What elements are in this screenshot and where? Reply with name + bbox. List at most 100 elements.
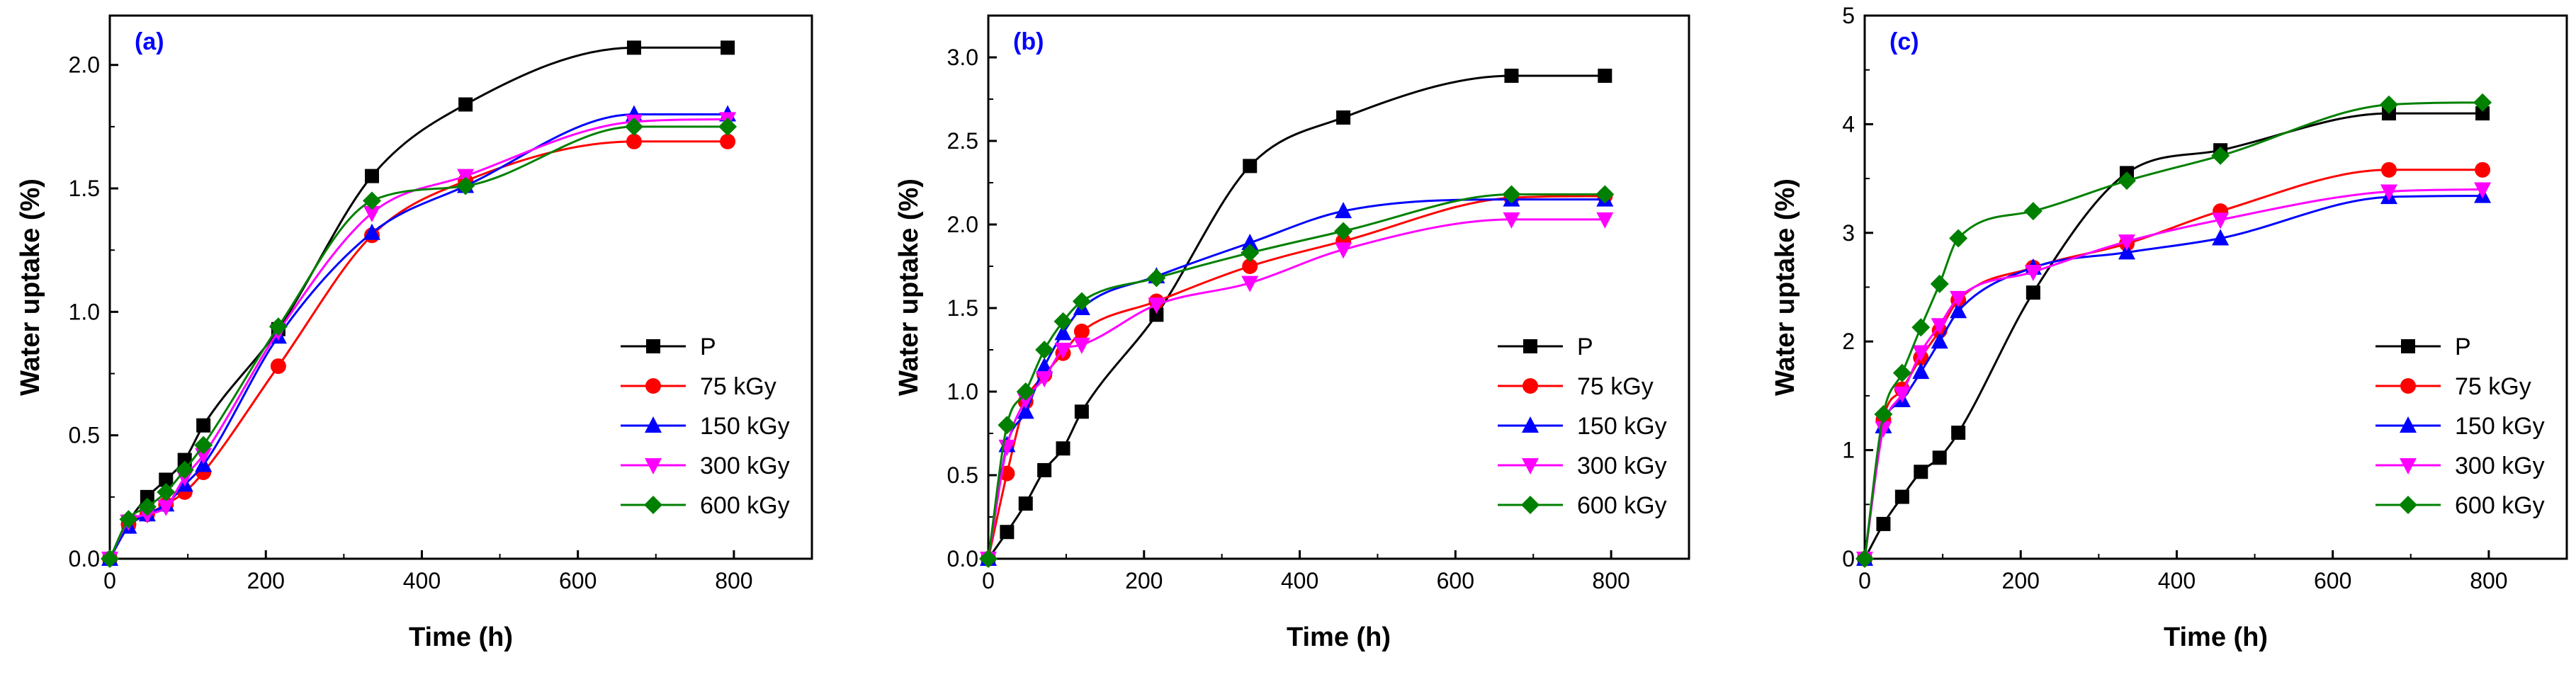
data-point [1598, 68, 1612, 83]
data-point [1504, 68, 1519, 83]
legend-marker [2401, 339, 2415, 353]
x-tick-label: 200 [247, 568, 285, 593]
data-point [362, 191, 381, 210]
legend-marker [646, 339, 660, 353]
data-point [1241, 275, 1259, 292]
series-150-kgy [101, 105, 737, 566]
data-point [718, 117, 738, 136]
data-point [1912, 363, 1930, 380]
data-point [1149, 307, 1164, 322]
data-point [363, 223, 380, 240]
x-tick-label: 800 [715, 568, 752, 593]
series-600-kgy [1855, 93, 2492, 568]
data-point [2379, 95, 2398, 114]
series-150-kgy [1856, 186, 2492, 566]
data-point [2024, 265, 2042, 282]
data-point [1072, 292, 1091, 311]
data-point [2475, 161, 2491, 178]
series-300-kgy [980, 212, 1614, 568]
legend-label: 300 kGy [2455, 453, 2545, 479]
legend-label: 300 kGy [1577, 453, 1667, 479]
x-axis-label: Time (h) [1287, 622, 1391, 652]
y-tick-label: 0.0 [69, 546, 100, 571]
data-point [1056, 441, 1070, 456]
data-point [1334, 222, 1353, 241]
legend-label: P [2455, 334, 2471, 360]
legend-marker [1522, 416, 1539, 433]
data-point [2211, 146, 2230, 165]
series-line [987, 195, 1605, 559]
series-75-kgy [102, 133, 736, 567]
data-point [1054, 343, 1072, 359]
data-point [1147, 268, 1166, 288]
data-point [1595, 185, 1615, 204]
panel-label: (b) [1013, 28, 1044, 55]
data-point [1914, 465, 1928, 479]
data-point [119, 510, 138, 529]
data-point [998, 416, 1017, 435]
series-line [108, 140, 728, 559]
legend-label: 75 kGy [1577, 373, 1654, 400]
series-line [1863, 112, 2483, 559]
data-point [1951, 426, 1966, 440]
x-tick-label: 400 [1281, 568, 1318, 593]
y-tick-label: 2.5 [947, 128, 978, 154]
data-point [363, 205, 380, 222]
data-point [2023, 202, 2043, 221]
data-point [1036, 371, 1053, 388]
data-point [1892, 363, 1911, 382]
data-point [1017, 402, 1034, 419]
data-point [1073, 324, 1090, 340]
series-p [981, 68, 1612, 566]
data-point [177, 453, 192, 467]
data-point [1894, 489, 1909, 504]
y-tick-label: 2 [1842, 329, 1855, 354]
legend-label: 600 kGy [1577, 492, 1667, 519]
panel-b: 0 200 400 600 800 0.0 0.5 1.0 1.5 2.0 2.5 3.0 Time (… [894, 14, 1690, 652]
data-point [157, 482, 176, 501]
legend-marker [2400, 378, 2416, 394]
series-line [1863, 101, 2483, 559]
y-tick-label: 2.0 [947, 212, 978, 237]
data-point [1000, 525, 1015, 540]
x-tick-label: 600 [559, 568, 597, 593]
data-point [194, 436, 213, 455]
data-point [1931, 318, 1948, 335]
data-point [1596, 212, 1614, 229]
series-600-kgy [101, 117, 738, 568]
y-tick-label: 5 [1842, 3, 1855, 28]
legend-label: 600 kGy [700, 492, 790, 519]
data-point [1893, 386, 1911, 403]
data-point [159, 472, 174, 487]
legend-label: P [1577, 334, 1593, 360]
data-point [196, 418, 211, 433]
series-300-kgy [101, 112, 737, 568]
data-point [1241, 233, 1259, 250]
y-tick-label: 0.0 [947, 546, 978, 571]
y-tick-label: 1.5 [69, 176, 100, 201]
data-point [1950, 302, 1967, 319]
y-tick-label: 1 [1842, 438, 1855, 463]
legend: P 75 kGy 150 kGy 300 kGy 600 kGy [1498, 334, 1667, 519]
legend: P 75 kGy 150 kGy 300 kGy 600 kGy [2376, 334, 2545, 519]
data-point [624, 117, 643, 136]
legend-marker [1523, 378, 1538, 394]
data-point [2380, 184, 2397, 201]
data-point [1912, 345, 1930, 362]
plot-frame [987, 14, 1690, 560]
data-point [1875, 421, 1892, 438]
series-p [1858, 106, 2490, 566]
legend-marker [645, 416, 662, 433]
data-point [1335, 242, 1352, 259]
y-axis-label: Water uptake (%) [894, 178, 924, 396]
panel-label: (c) [1889, 28, 1919, 55]
data-point [456, 176, 475, 195]
series-line [1863, 169, 2483, 559]
y-axis-label: Water uptake (%) [1770, 178, 1800, 396]
data-point [1336, 110, 1351, 125]
legend-label: 150 kGy [1577, 413, 1667, 440]
data-point [2212, 229, 2230, 246]
legend-marker [645, 378, 661, 394]
data-point [1931, 332, 1948, 349]
legend-label: 150 kGy [700, 413, 790, 440]
